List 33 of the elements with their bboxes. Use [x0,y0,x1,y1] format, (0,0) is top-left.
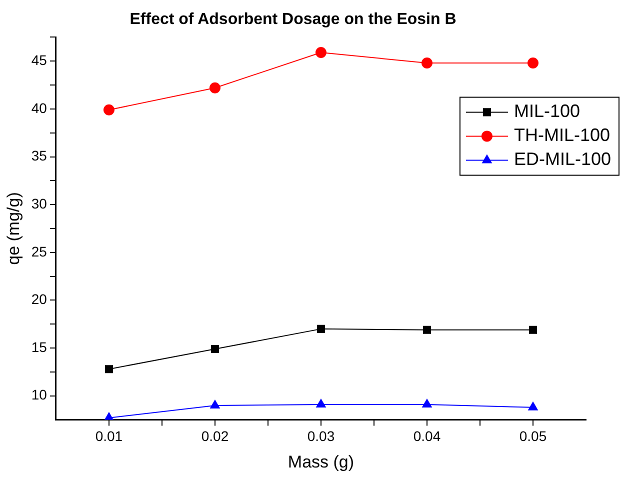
point [422,326,432,334]
x-tick-label: 0.01 [95,428,123,444]
y-axis-title: qe (mg/g) [4,192,23,265]
legend-label: ED-MIL-100 [514,149,611,170]
y-tick-label: 30 [31,195,48,212]
y-tick-label: 20 [31,291,48,308]
x-axis-title: Mass (g) [288,452,354,472]
y-tick-label: 10 [31,386,48,403]
x-tick-label: 0.02 [201,428,229,444]
point [316,324,326,333]
point [422,398,432,408]
y-tick-label: 25 [31,243,48,260]
point [528,402,538,410]
y-tick-label: 15 [31,338,48,355]
x-tick-label: 0.04 [413,428,441,444]
point [315,47,326,58]
point [210,344,220,354]
y-tick-label: 40 [31,100,48,116]
point [421,58,432,69]
point [104,365,114,374]
x-tick-label: 0.05 [519,428,547,444]
y-tick-label: 35 [31,148,48,164]
x-tick-label: 0.03 [307,428,335,444]
y-tick-label: 45 [31,52,48,68]
point [210,400,220,408]
legend-label: MIL-100 [514,101,580,122]
point [103,104,114,116]
point [528,326,538,334]
point [527,58,538,69]
point [316,398,326,408]
point [209,82,220,94]
chart-title: Effect of Adsorbent Dosage on the Eosin B [130,11,456,28]
legend-label: TH-MIL-100 [514,125,610,146]
